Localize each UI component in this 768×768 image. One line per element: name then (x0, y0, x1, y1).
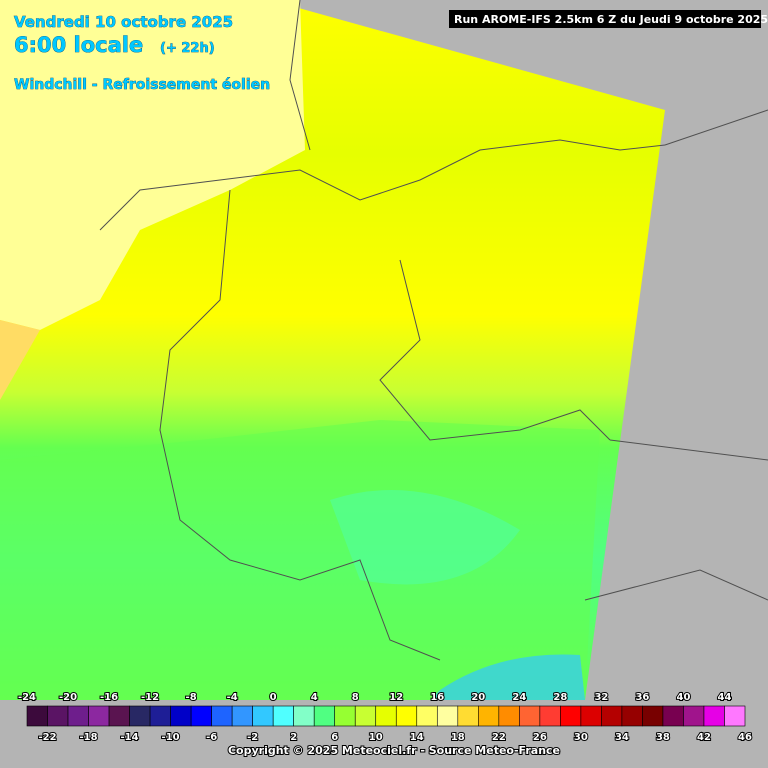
legend-swatch (313, 705, 336, 727)
sea-warm (0, 320, 40, 400)
legend-swatch (395, 705, 418, 727)
legend-label: -4 (227, 692, 238, 703)
legend-swatch (149, 705, 171, 727)
legend-swatch (47, 705, 69, 727)
legend-label: -10 (162, 732, 180, 743)
legend-swatch (724, 705, 746, 727)
legend-label: 32 (594, 692, 608, 703)
legend-label: 44 (718, 692, 732, 703)
legend-label: 20 (471, 692, 485, 703)
copyright: Copyright © 2025 Meteociel.fr - Source M… (228, 744, 560, 757)
legend-swatch (190, 705, 212, 727)
legend-label: 14 (410, 732, 424, 743)
legend-swatch (88, 705, 110, 727)
cool-zone (330, 490, 520, 585)
legend-label: -12 (141, 692, 159, 703)
legend-label: 16 (430, 692, 444, 703)
legend-label: 42 (697, 732, 711, 743)
legend-label: -20 (59, 692, 77, 703)
legend-swatch (478, 705, 500, 727)
legend-swatch (642, 705, 664, 727)
borders (99, 0, 768, 661)
legend-swatch (436, 705, 459, 727)
legend-label: -16 (100, 692, 118, 703)
legend-swatch (539, 705, 561, 727)
legend-label: 34 (615, 732, 629, 743)
local-time: 6:00 locale (14, 33, 143, 57)
legend-swatch (334, 705, 356, 727)
legend-label: 2 (290, 732, 297, 743)
legend-swatch (580, 705, 602, 727)
legend-swatch (252, 705, 274, 727)
legend-label: -8 (186, 692, 197, 703)
legend-swatch (231, 705, 253, 727)
legend-label: 10 (369, 732, 383, 743)
legend-swatch (601, 705, 623, 727)
legend-label: -18 (80, 732, 98, 743)
legend-swatch (560, 705, 582, 727)
legend-swatch (683, 705, 705, 727)
legend-label: 30 (574, 732, 588, 743)
legend-swatch (293, 705, 315, 727)
legend-label: 22 (492, 732, 506, 743)
legend-label: 46 (738, 732, 752, 743)
legend-swatch (621, 705, 643, 727)
legend-label: -22 (38, 732, 56, 743)
legend-label: 4 (311, 692, 318, 703)
legend-swatch (108, 705, 130, 727)
legend-swatch (129, 705, 151, 727)
legend-label: 12 (389, 692, 403, 703)
legend-swatch (354, 705, 377, 727)
legend-swatch (67, 705, 89, 727)
legend-label: -2 (247, 732, 258, 743)
legend-swatch (498, 705, 520, 727)
legend-label: 40 (676, 692, 690, 703)
legend-swatch (26, 705, 48, 727)
lead-time: (+ 22h) (160, 41, 215, 56)
run-box (449, 10, 761, 28)
legend-swatch (272, 705, 294, 727)
date: Vendredi 10 octobre 2025 (14, 13, 233, 31)
legend-label: 36 (635, 692, 649, 703)
legend-label: 38 (656, 732, 670, 743)
legend-swatch (519, 705, 541, 727)
legend-label: 26 (533, 732, 547, 743)
legend-label: 24 (512, 692, 526, 703)
legend-label: 28 (553, 692, 567, 703)
legend-swatch (703, 705, 725, 727)
alps-zone (430, 654, 585, 700)
legend-label: 6 (331, 732, 338, 743)
sea-area (0, 0, 305, 330)
legend-label: -6 (206, 732, 217, 743)
green-zone (0, 420, 600, 700)
legend-label: 0 (270, 692, 277, 703)
legend-label: -14 (121, 732, 139, 743)
legend-swatch (416, 705, 438, 727)
parameter-name: Windchill - Refroissement éolien (14, 77, 270, 93)
legend-label: -24 (18, 692, 36, 703)
run-info: Run AROME-IFS 2.5km 6 Z du Jeudi 9 octob… (454, 13, 768, 26)
legend-swatch (457, 705, 479, 727)
legend-swatch (170, 705, 192, 727)
legend-label: 8 (352, 692, 359, 703)
legend-swatch (211, 705, 233, 727)
legend-swatch (375, 705, 397, 727)
legend-label: 18 (451, 732, 465, 743)
legend: -24 -20 -16 -12 -8 -4 0 4 8 12 16 20 24 28 32 36 40 44-22… (17, 691, 753, 744)
legend-swatch (662, 705, 684, 727)
